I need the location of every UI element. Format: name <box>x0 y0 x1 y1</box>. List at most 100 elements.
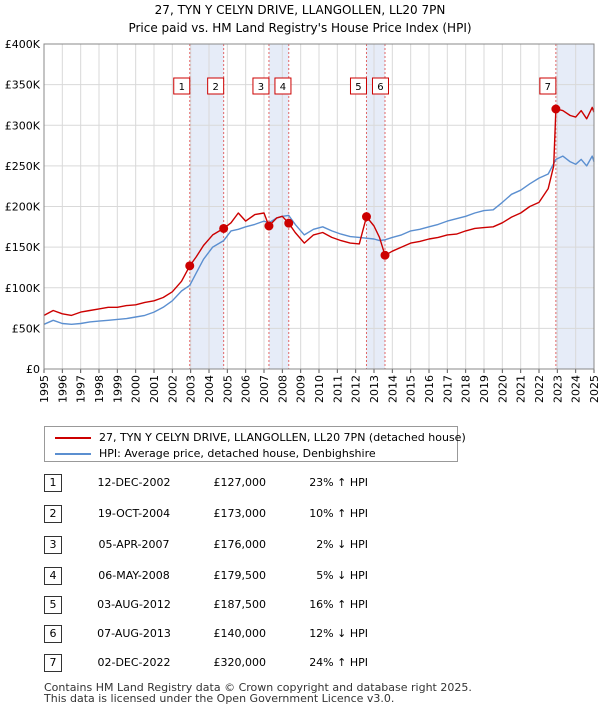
sale-date: 07-AUG-2013 <box>97 627 171 640</box>
sale-number-box-frame <box>252 77 270 95</box>
sale-number-box-label: 6 <box>377 82 383 93</box>
sale-number-box-frame <box>539 77 557 95</box>
x-tick-label: 2014 <box>386 375 399 403</box>
sale-price: £140,000 <box>213 627 267 640</box>
x-tick-label: 2003 <box>185 375 198 403</box>
plot-area-border <box>43 43 595 370</box>
sale-number-box-label: 2 <box>212 82 218 93</box>
x-tick-label: 2024 <box>570 375 583 403</box>
sale-number-box: 2 <box>207 77 225 95</box>
x-tick-label: 2001 <box>148 375 161 403</box>
x-tick-label: 1996 <box>56 375 69 403</box>
sale-hpi-diff: 10% ↑ HPI <box>309 507 368 520</box>
sale-hpi-diff: 24% ↑ HPI <box>309 656 368 669</box>
sale-number-box-label: 1 <box>179 82 185 93</box>
y-tick-label: £150K <box>5 241 41 254</box>
x-tick-label: 2022 <box>533 375 546 403</box>
sale-date: 12-DEC-2002 <box>97 476 171 489</box>
x-tick-label: 1997 <box>75 375 88 403</box>
sale-price: £320,000 <box>213 656 267 669</box>
sale-marker <box>185 261 195 271</box>
footer-copyright: Contains HM Land Registry data © Crown c… <box>44 682 472 704</box>
x-tick-label: 2002 <box>166 375 179 403</box>
sale-number-box-label: 3 <box>258 82 264 93</box>
legend-label-property: 27, TYN Y CELYN DRIVE, LLANGOLLEN, LL20 … <box>99 431 466 444</box>
sale-row-3: 3 05-APR-2007 £176,000 2% ↓ HPI <box>44 536 464 556</box>
sale-number-box-label: 5 <box>355 82 361 93</box>
sale-price: £179,500 <box>213 569 267 582</box>
sale-row-1: 1 12-DEC-2002 £127,000 23% ↑ HPI <box>44 474 464 494</box>
sale-date: 06-MAY-2008 <box>98 569 170 582</box>
sale-row-6: 6 07-AUG-2013 £140,000 12% ↓ HPI <box>44 625 464 645</box>
sale-number-badge: 4 <box>44 567 62 585</box>
sale-date: 05-APR-2007 <box>98 538 170 551</box>
sale-row-5: 5 03-AUG-2012 £187,500 16% ↑ HPI <box>44 596 464 616</box>
x-tick-label: 1999 <box>111 375 124 403</box>
x-tick-label: 2011 <box>331 375 344 403</box>
sale-number-box-frame <box>207 77 225 95</box>
y-tick-label: £250K <box>5 160 41 173</box>
y-tick-label: £50K <box>12 322 41 335</box>
footer-line-1: Contains HM Land Registry data © Crown c… <box>44 681 472 694</box>
y-tick-label: £200K <box>5 201 41 214</box>
sale-number-badge: 6 <box>44 625 62 643</box>
sale-marker <box>551 104 561 114</box>
legend-swatch-property <box>55 437 91 439</box>
x-tick-label: 2013 <box>368 375 381 403</box>
footer-line-2: This data is licensed under the Open Gov… <box>44 692 395 705</box>
sale-number-badge: 3 <box>44 536 62 554</box>
sale-marker <box>264 221 274 231</box>
legend-swatch-hpi <box>55 453 91 455</box>
sale-number-badge: 1 <box>44 474 62 492</box>
x-tick-label: 1998 <box>93 375 106 403</box>
x-tick-label: 2005 <box>221 375 234 403</box>
y-tick-label: £0 <box>26 363 40 376</box>
sale-date: 19-OCT-2004 <box>97 507 171 520</box>
sale-hpi-diff: 12% ↓ HPI <box>309 627 368 640</box>
x-tick-label: 2008 <box>276 375 289 403</box>
sale-number-box: 5 <box>349 77 367 95</box>
x-tick-label: 2021 <box>515 375 528 403</box>
sale-number-box-frame <box>371 77 389 95</box>
x-tick-label: 1995 <box>38 375 51 403</box>
sale-row-7: 7 02-DEC-2022 £320,000 24% ↑ HPI <box>44 654 464 674</box>
x-tick-label: 2007 <box>258 375 271 403</box>
sale-price: £176,000 <box>213 538 267 551</box>
y-tick-label: £350K <box>5 79 41 92</box>
x-tick-label: 2018 <box>460 375 473 403</box>
sale-row-4: 4 06-MAY-2008 £179,500 5% ↓ HPI <box>44 567 464 587</box>
sale-hpi-diff: 2% ↓ HPI <box>316 538 368 551</box>
x-tick-label: 2015 <box>405 375 418 403</box>
sale-number-box-label: 7 <box>545 82 551 93</box>
x-tick-label: 2023 <box>551 375 564 403</box>
x-tick-label: 2025 <box>588 375 600 403</box>
sale-price: £187,500 <box>213 598 267 611</box>
sale-number-badge: 5 <box>44 596 62 614</box>
sale-number-badge: 2 <box>44 505 62 523</box>
sale-hpi-diff: 23% ↑ HPI <box>309 476 368 489</box>
sale-date: 03-AUG-2012 <box>97 598 171 611</box>
sale-number-badge: 7 <box>44 654 62 672</box>
x-tick-label: 2016 <box>423 375 436 403</box>
x-tick-label: 2012 <box>350 375 363 403</box>
x-tick-label: 2006 <box>240 375 253 403</box>
sale-number-box: 1 <box>173 77 191 95</box>
hpi-series-line <box>43 155 595 325</box>
sale-row-2: 2 19-OCT-2004 £173,000 10% ↑ HPI <box>44 505 464 525</box>
x-tick-label: 2010 <box>313 375 326 403</box>
sale-marker <box>219 223 229 233</box>
sale-number-box: 6 <box>371 77 389 95</box>
legend-label-hpi: HPI: Average price, detached house, Denb… <box>99 447 376 460</box>
sale-price: £173,000 <box>213 507 267 520</box>
sale-number-box-frame <box>173 77 191 95</box>
y-tick-label: £300K <box>5 119 41 132</box>
sale-number-box-label: 4 <box>280 82 286 93</box>
sale-price: £127,000 <box>213 476 267 489</box>
x-tick-label: 2009 <box>295 375 308 403</box>
sale-marker <box>284 218 294 228</box>
x-tick-label: 2019 <box>478 375 491 403</box>
x-tick-label: 2000 <box>130 375 143 403</box>
sale-number-box-frame <box>274 77 292 95</box>
sale-date: 02-DEC-2022 <box>97 656 171 669</box>
price-chart: 27, TYN Y CELYN DRIVE, LLANGOLLEN, LL20 … <box>5 3 600 403</box>
